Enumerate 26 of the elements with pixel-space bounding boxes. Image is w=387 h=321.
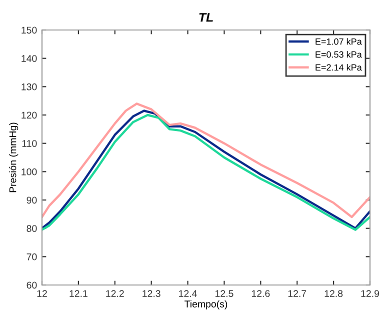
y-tick-label: 150 — [22, 26, 37, 34]
x-tick-label: 12.5 — [216, 290, 234, 297]
x-tick-label: 12.7 — [288, 290, 306, 297]
y-axis-title: Presión (mmHg) — [8, 122, 18, 192]
legend-label: E=2.14 kPa — [316, 64, 362, 71]
y-tick-label: 70 — [26, 253, 37, 260]
legend-label: E=1.07 kPa — [316, 38, 362, 45]
y-tick-label: 110 — [22, 140, 37, 147]
x-tick-label: 12.4 — [179, 290, 197, 297]
x-tick-label: 12.6 — [252, 290, 270, 297]
y-tick-label: 100 — [22, 168, 37, 176]
y-tick-label: 120 — [22, 112, 37, 119]
y-tick-label: 130 — [22, 83, 37, 90]
x-tick-label: 12 — [37, 290, 47, 297]
y-tick-label: 90 — [26, 196, 37, 204]
legend-label: E=0.53 kPa — [316, 51, 362, 58]
y-tick-label: 60 — [26, 282, 37, 289]
x-tick-label: 12.9 — [361, 290, 379, 297]
y-tick-label: 80 — [26, 225, 37, 232]
x-tick-label: 12.3 — [142, 290, 160, 297]
x-tick-label: 12.2 — [106, 290, 124, 297]
y-tick-label: 140 — [22, 55, 37, 62]
chart-title: TL — [199, 13, 213, 22]
x-tick-label: 12.8 — [324, 290, 343, 297]
x-axis-title: Tiempo(s) — [184, 300, 228, 310]
x-tick-label: 12.1 — [70, 290, 88, 297]
